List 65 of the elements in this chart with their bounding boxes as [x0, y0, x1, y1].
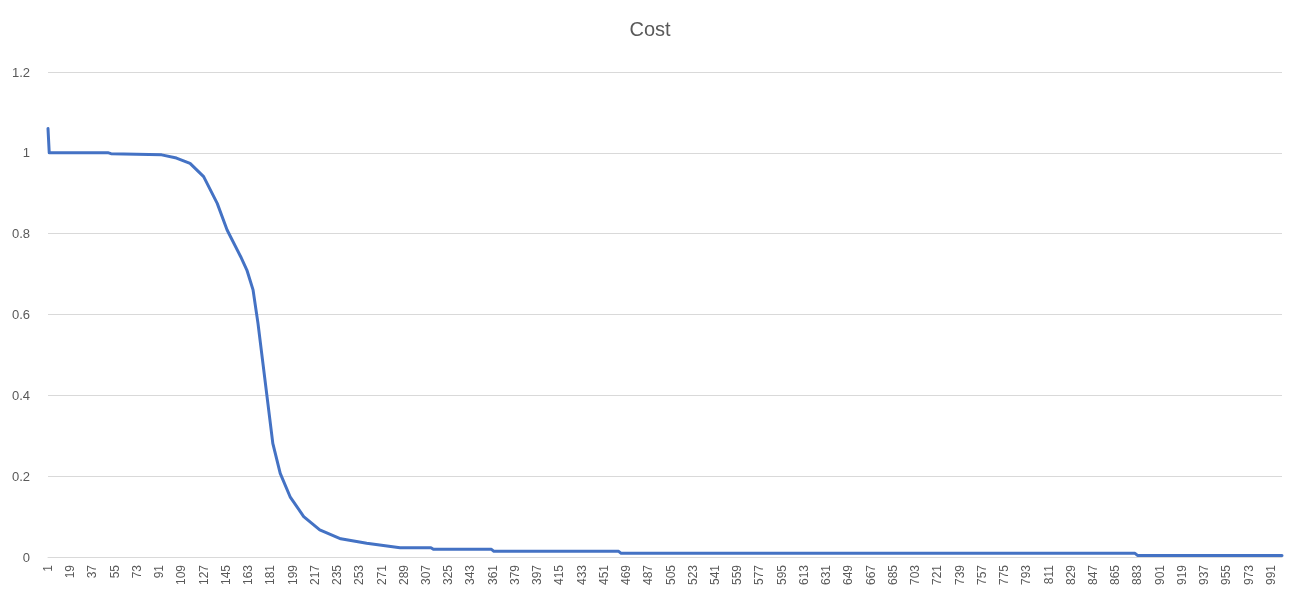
x-tick-label: 361: [485, 564, 500, 586]
x-tick-label: 487: [641, 564, 656, 586]
x-tick-label: 811: [1041, 564, 1056, 585]
x-tick-label: 91: [152, 564, 167, 579]
x-tick-label: 217: [307, 564, 322, 586]
x-tick-label: 325: [441, 564, 456, 586]
x-tick-label: 109: [174, 564, 189, 586]
x-tick-label: 235: [330, 564, 345, 586]
x-tick-label: 937: [1197, 564, 1212, 586]
x-tick-label: 163: [241, 564, 256, 586]
y-tick-label: 0.8: [11, 226, 30, 242]
x-tick-label: 865: [1108, 564, 1123, 586]
y-tick-label: 0.4: [11, 387, 30, 403]
x-tick-label: 595: [774, 564, 789, 586]
x-tick-label: 433: [574, 564, 589, 586]
x-tick-label: 271: [374, 564, 389, 586]
x-tick-label: 37: [85, 564, 100, 579]
x-tick-label: 613: [796, 564, 811, 586]
x-tick-label: 685: [885, 564, 900, 586]
x-tick-label: 451: [596, 564, 611, 586]
x-tick-label: 415: [552, 564, 567, 586]
x-tick-label: 181: [263, 564, 278, 586]
x-tick-label: 721: [930, 564, 945, 586]
x-tick-label: 991: [1263, 564, 1278, 586]
x-tick-label: 307: [418, 564, 433, 586]
x-tick-label: 559: [730, 564, 745, 586]
x-tick-label: 793: [1019, 564, 1034, 586]
x-tick-label: 199: [285, 564, 300, 586]
x-tick-label: 919: [1174, 564, 1189, 586]
x-tick-label: 775: [997, 564, 1012, 586]
x-tick-label: 631: [819, 564, 834, 586]
x-tick-label: 577: [752, 564, 767, 586]
x-tick-label: 127: [196, 564, 211, 586]
x-tick-label: 541: [708, 564, 723, 586]
x-tick-label: 703: [908, 564, 923, 586]
x-tick-label: 55: [107, 564, 122, 579]
line-series: [46, 127, 1284, 557]
x-tick-label: 739: [952, 564, 967, 586]
x-tick-label: 667: [863, 564, 878, 586]
x-tick-label: 19: [63, 564, 78, 579]
x-tick-label: 901: [1152, 564, 1167, 586]
chart-title: Cost: [629, 18, 671, 40]
x-tick-label: 145: [218, 564, 233, 586]
x-tick-label: 379: [507, 564, 522, 586]
y-tick-label: 0.2: [11, 468, 30, 484]
x-tick-label: 523: [685, 564, 700, 586]
y-tick-label: 0.6: [11, 307, 30, 322]
x-tick-label: 649: [841, 564, 856, 586]
x-tick-label: 469: [619, 564, 634, 586]
x-tick-label: 505: [663, 564, 678, 586]
x-tick-label: 253: [352, 564, 367, 586]
x-tick-label: 973: [1241, 564, 1256, 586]
x-tick-label: 757: [974, 564, 989, 586]
y-tick-label: 1: [22, 145, 30, 161]
y-tick-label: 0: [22, 549, 30, 565]
x-tick-label: 829: [1063, 564, 1078, 586]
x-tick-label: 343: [463, 564, 478, 586]
x-tick-label: 397: [530, 564, 545, 586]
x-tick-label: 289: [396, 564, 411, 586]
x-tick-label: 955: [1219, 564, 1234, 586]
x-tick-label: 73: [129, 564, 144, 579]
y-tick-label: 1.2: [11, 64, 30, 80]
x-tick-label: 1: [41, 564, 55, 572]
x-tick-label: 883: [1130, 564, 1145, 586]
x-tick-label: 847: [1086, 564, 1101, 586]
